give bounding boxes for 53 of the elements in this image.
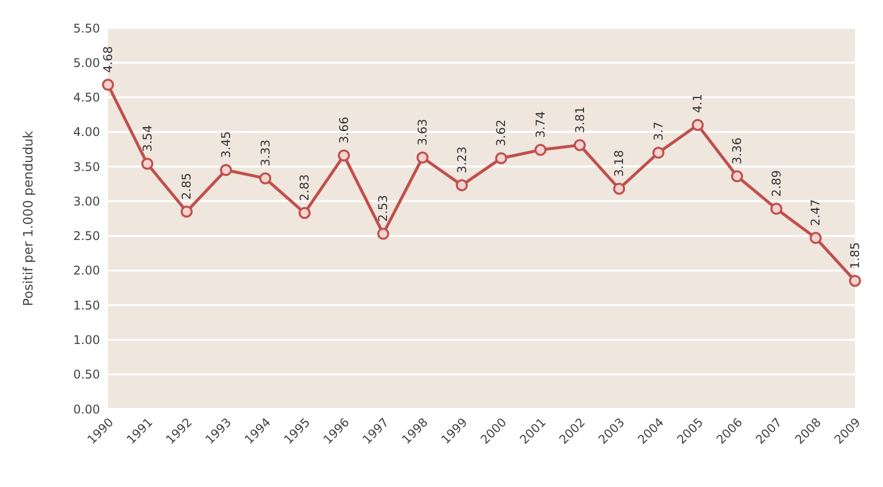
point bbox=[692, 118, 704, 131]
point bbox=[338, 149, 350, 162]
data-label: 4.1 bbox=[690, 94, 705, 113]
point bbox=[259, 172, 272, 184]
data-label: 2.89 bbox=[769, 170, 784, 197]
y-tick-label: 3.50 bbox=[73, 160, 100, 174]
data-label: 3.81 bbox=[572, 106, 587, 134]
data-label: 3.66 bbox=[336, 116, 351, 144]
data-label: 2.53 bbox=[376, 195, 390, 222]
point bbox=[416, 152, 429, 164]
point bbox=[652, 146, 664, 159]
point bbox=[298, 206, 311, 219]
y-tick-label: 0.00 bbox=[73, 402, 100, 416]
point bbox=[141, 158, 154, 170]
y-tick-label: 1.50 bbox=[73, 298, 100, 312]
point bbox=[810, 232, 822, 244]
data-label: 1.85 bbox=[848, 242, 862, 269]
y-tick-label: 5.00 bbox=[73, 56, 100, 70]
y-tick-label: 3.00 bbox=[73, 194, 100, 208]
point bbox=[849, 274, 861, 287]
data-label: 3.23 bbox=[454, 146, 469, 174]
y-axis-title: Positif per 1.000 penduduk bbox=[22, 130, 37, 306]
y-tick-label: 4.50 bbox=[73, 90, 100, 105]
data-label: 3.33 bbox=[258, 140, 272, 166]
data-label: 3.54 bbox=[140, 125, 154, 152]
data-label: 3.63 bbox=[416, 118, 430, 146]
data-label: 3.45 bbox=[218, 131, 233, 158]
data-label: 2.47 bbox=[808, 199, 823, 226]
data-label: 2.85 bbox=[180, 172, 194, 200]
point bbox=[180, 206, 193, 218]
data-label: 3.74 bbox=[533, 111, 548, 138]
data-label: 3.18 bbox=[612, 150, 626, 177]
point bbox=[456, 179, 468, 192]
point bbox=[613, 182, 626, 195]
y-tick-label: 4.00 bbox=[73, 125, 100, 140]
data-label: 2.83 bbox=[298, 174, 312, 201]
point bbox=[731, 170, 744, 182]
data-label: 3.36 bbox=[730, 138, 744, 164]
data-label: 3.7 bbox=[651, 122, 666, 141]
point bbox=[102, 78, 114, 91]
y-tick-label: 2.00 bbox=[73, 264, 100, 278]
point bbox=[495, 152, 508, 164]
point bbox=[220, 164, 232, 176]
point bbox=[770, 202, 782, 215]
y-tick-label: 2.50 bbox=[73, 229, 100, 244]
y-tick-label: 1.00 bbox=[73, 332, 100, 347]
data-label: 3.62 bbox=[494, 120, 508, 146]
data-label: 4.68 bbox=[101, 46, 115, 73]
point bbox=[534, 144, 546, 156]
point bbox=[574, 139, 586, 152]
y-tick-label: 5.50 bbox=[73, 21, 100, 36]
y-tick-label: 0.50 bbox=[73, 368, 100, 382]
point bbox=[377, 228, 390, 240]
